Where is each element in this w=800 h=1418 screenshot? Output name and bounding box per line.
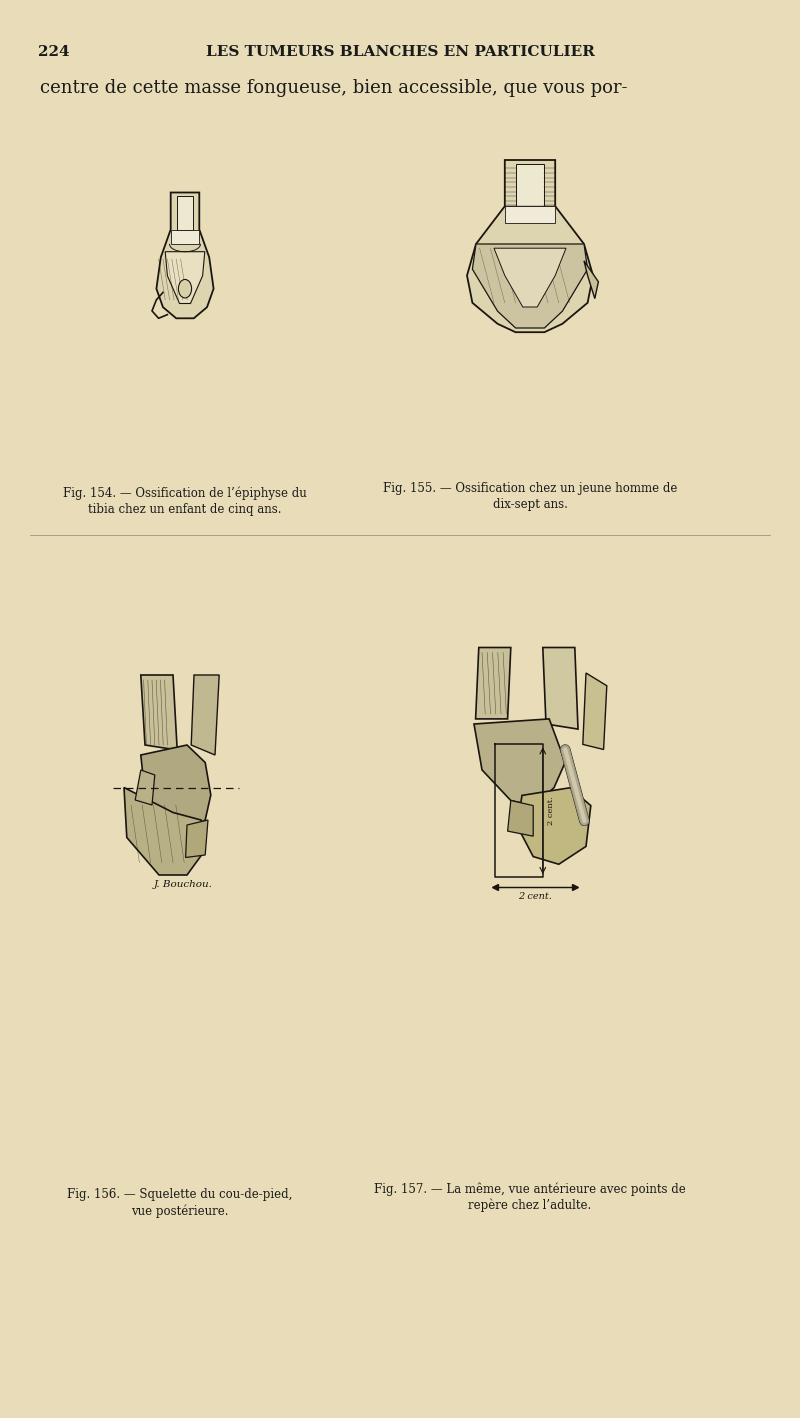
Polygon shape <box>584 261 598 299</box>
Polygon shape <box>165 252 205 303</box>
Polygon shape <box>186 820 208 858</box>
Polygon shape <box>141 744 211 830</box>
Text: LES TUMEURS BLANCHES EN PARTICULIER: LES TUMEURS BLANCHES EN PARTICULIER <box>206 45 594 60</box>
Polygon shape <box>505 206 555 223</box>
Text: vue postérieure.: vue postérieure. <box>131 1204 229 1218</box>
Polygon shape <box>474 719 565 805</box>
Polygon shape <box>518 788 590 864</box>
Polygon shape <box>467 160 593 332</box>
Text: dix-sept ans.: dix-sept ans. <box>493 498 567 510</box>
Text: repère chez l’adulte.: repère chez l’adulte. <box>468 1200 592 1212</box>
Polygon shape <box>124 787 205 875</box>
Text: Fig. 156. — Squelette du cou-de-pied,: Fig. 156. — Squelette du cou-de-pied, <box>67 1188 293 1201</box>
Polygon shape <box>157 193 214 318</box>
Polygon shape <box>494 248 566 308</box>
Text: Fig. 157. — La même, vue antérieure avec points de: Fig. 157. — La même, vue antérieure avec… <box>374 1183 686 1197</box>
Polygon shape <box>475 648 511 719</box>
Text: J. Bouchou.: J. Bouchou. <box>154 881 212 889</box>
Ellipse shape <box>178 279 192 298</box>
Text: 2 cent.: 2 cent. <box>518 892 552 902</box>
Polygon shape <box>542 648 578 729</box>
Polygon shape <box>178 196 193 230</box>
Text: 224: 224 <box>38 45 70 60</box>
Text: 2 cent.: 2 cent. <box>547 797 555 825</box>
Text: centre de cette masse fongueuse, bien accessible, que vous por-: centre de cette masse fongueuse, bien ac… <box>40 79 627 96</box>
Text: tibia chez un enfant de cinq ans.: tibia chez un enfant de cinq ans. <box>88 503 282 516</box>
Polygon shape <box>170 230 199 244</box>
Polygon shape <box>135 770 155 805</box>
Polygon shape <box>191 675 219 754</box>
Polygon shape <box>472 244 587 328</box>
Text: Fig. 155. — Ossification chez un jeune homme de: Fig. 155. — Ossification chez un jeune h… <box>383 482 677 495</box>
Text: Fig. 154. — Ossification de l’épiphyse du: Fig. 154. — Ossification de l’épiphyse d… <box>63 486 307 501</box>
Polygon shape <box>508 801 534 837</box>
Polygon shape <box>141 675 178 750</box>
Polygon shape <box>516 164 544 206</box>
Polygon shape <box>582 674 606 750</box>
